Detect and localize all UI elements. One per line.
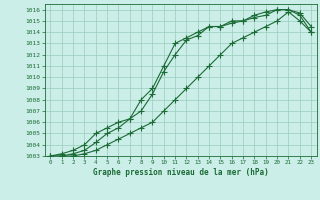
X-axis label: Graphe pression niveau de la mer (hPa): Graphe pression niveau de la mer (hPa): [93, 168, 269, 177]
